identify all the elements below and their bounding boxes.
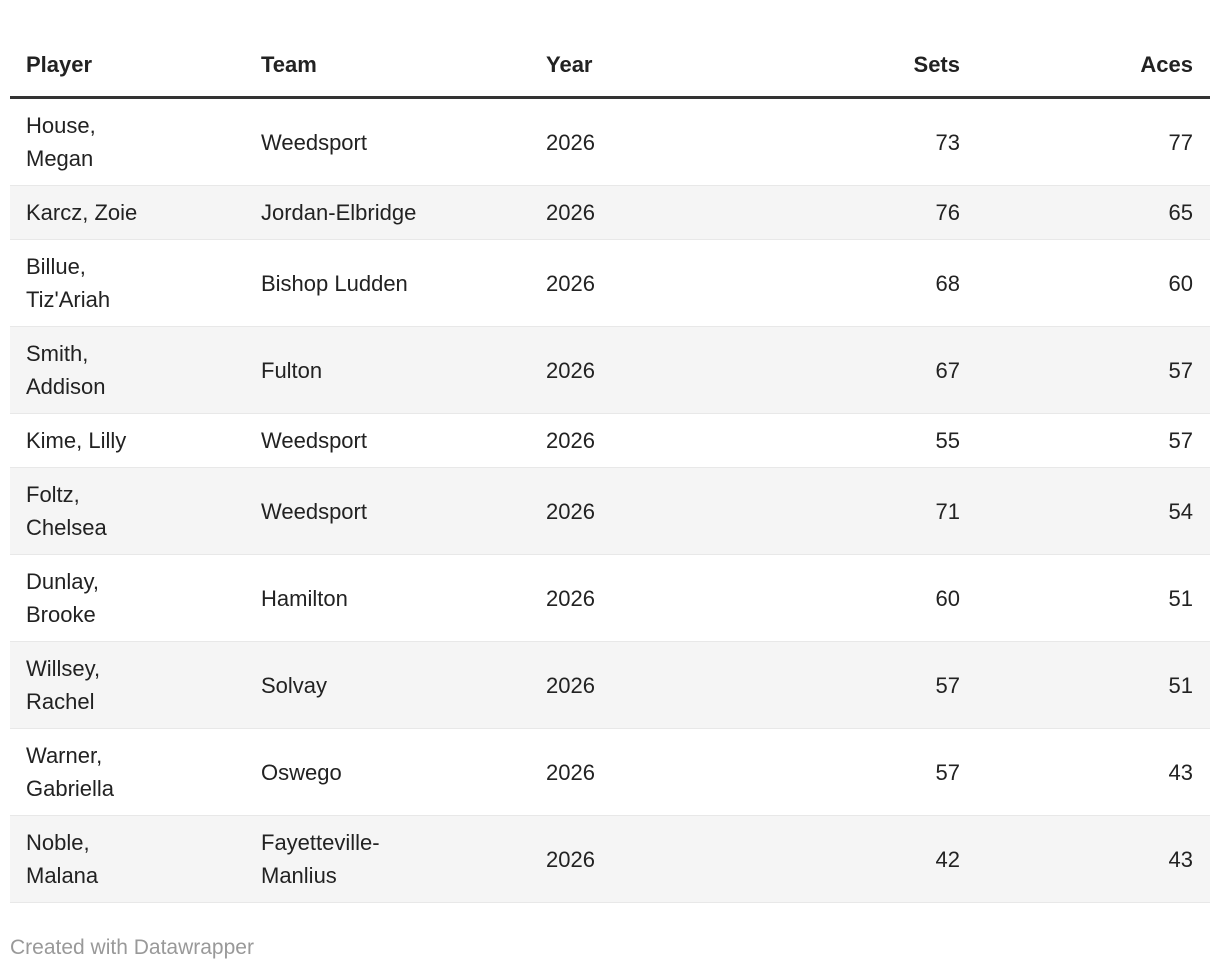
cell-player: Warner, Gabriella [10,728,245,816]
cell-aces: 51 [960,554,1210,642]
cell-aces: 57 [960,326,1210,414]
cell-year: 2026 [530,239,700,327]
cell-team: Jordan-Elbridge [245,185,530,240]
cell-player: Willsey, Rachel [10,641,245,729]
cell-player: Karcz, Zoie [10,185,245,240]
table-row: Dunlay, Brooke Hamilton 2026 60 51 [10,554,1210,642]
cell-player: Billue, Tiz'Ariah [10,239,245,327]
table-row: Warner, Gabriella Oswego 2026 57 43 [10,728,1210,816]
cell-year: 2026 [530,413,700,468]
cell-sets: 42 [700,815,960,903]
cell-sets: 71 [700,467,960,555]
cell-year: 2026 [530,97,700,186]
header-row: Player Team Year Sets Aces [10,40,1210,99]
cell-sets: 76 [700,185,960,240]
cell-team: Weedsport [245,467,530,555]
cell-team: Fulton [245,326,530,414]
cell-sets: 57 [700,728,960,816]
cell-player: Smith, Addison [10,326,245,414]
cell-sets: 55 [700,413,960,468]
column-header-team: Team [245,40,530,99]
cell-team: Bishop Ludden [245,239,530,327]
cell-aces: 77 [960,97,1210,186]
column-header-year: Year [530,40,700,99]
column-header-aces: Aces [960,40,1210,99]
table-body: House, Megan Weedsport 2026 73 77 Karcz,… [10,97,1210,903]
cell-aces: 57 [960,413,1210,468]
cell-sets: 73 [700,97,960,186]
table-row: Smith, Addison Fulton 2026 67 57 [10,326,1210,414]
cell-year: 2026 [530,467,700,555]
cell-team: Oswego [245,728,530,816]
data-table: Player Team Year Sets Aces House, Megan … [10,40,1210,903]
cell-year: 2026 [530,728,700,816]
cell-team: Weedsport [245,97,530,186]
table-row: Billue, Tiz'Ariah Bishop Ludden 2026 68 … [10,239,1210,327]
cell-year: 2026 [530,326,700,414]
column-header-sets: Sets [700,40,960,99]
cell-player: Noble, Malana [10,815,245,903]
cell-sets: 67 [700,326,960,414]
cell-team: Weedsport [245,413,530,468]
cell-year: 2026 [530,641,700,729]
table-row: Karcz, Zoie Jordan-Elbridge 2026 76 65 [10,185,1210,240]
cell-year: 2026 [530,185,700,240]
cell-team: Solvay [245,641,530,729]
table-row: Willsey, Rachel Solvay 2026 57 51 [10,641,1210,729]
cell-aces: 51 [960,641,1210,729]
cell-aces: 65 [960,185,1210,240]
table-row: Noble, Malana Fayetteville- Manlius 2026… [10,815,1210,903]
cell-aces: 54 [960,467,1210,555]
cell-year: 2026 [530,815,700,903]
table-row: House, Megan Weedsport 2026 73 77 [10,97,1210,186]
cell-year: 2026 [530,554,700,642]
cell-team: Hamilton [245,554,530,642]
cell-player: Kime, Lilly [10,413,245,468]
table-row: Kime, Lilly Weedsport 2026 55 57 [10,413,1210,468]
cell-sets: 68 [700,239,960,327]
cell-sets: 57 [700,641,960,729]
cell-aces: 43 [960,815,1210,903]
cell-player: House, Megan [10,97,245,186]
cell-aces: 43 [960,728,1210,816]
cell-sets: 60 [700,554,960,642]
datawrapper-credit-link[interactable]: Created with Datawrapper [10,936,254,959]
cell-player: Foltz, Chelsea [10,467,245,555]
cell-team: Fayetteville- Manlius [245,815,530,903]
cell-player: Dunlay, Brooke [10,554,245,642]
cell-aces: 60 [960,239,1210,327]
table-row: Foltz, Chelsea Weedsport 2026 71 54 [10,467,1210,555]
column-header-player: Player [10,40,245,99]
